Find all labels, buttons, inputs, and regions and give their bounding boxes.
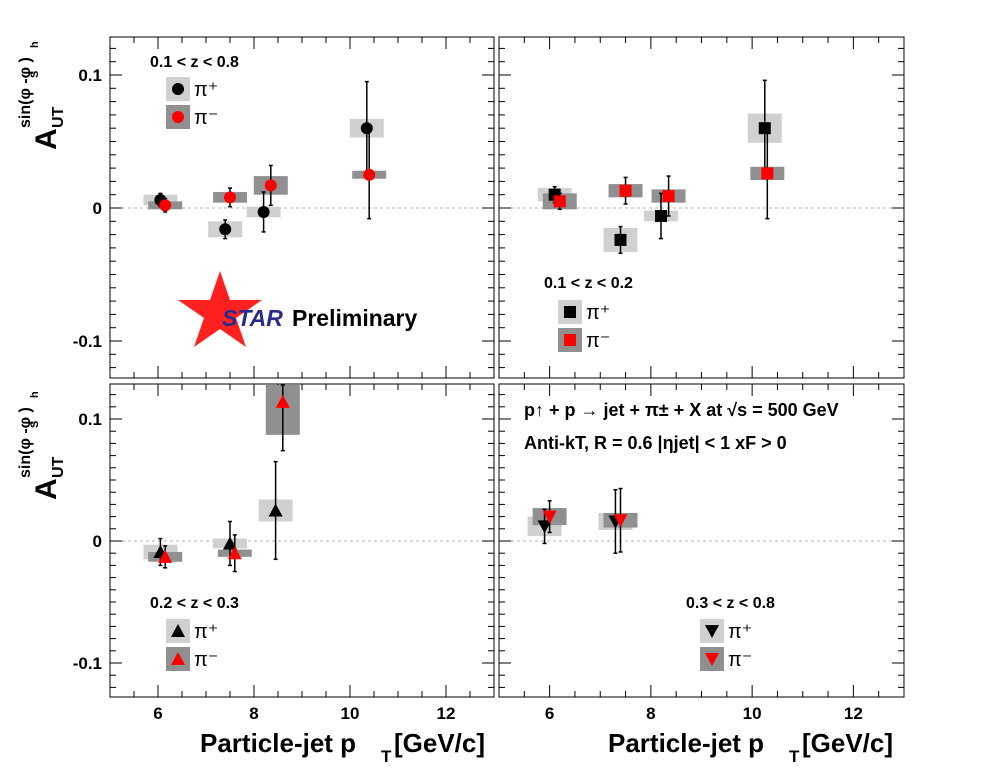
legend-pi-plus-label: π⁺	[586, 302, 610, 324]
y-axis-title-sup: sin(φ -φ )	[17, 57, 34, 128]
y-axis-title-main: A	[30, 478, 63, 500]
y-axis-title-sup-sub-h: h	[29, 41, 41, 48]
x-tick-label: 6	[153, 704, 162, 723]
panel-z-range-label: 0.1 < z < 0.2	[544, 275, 633, 292]
data-point-pi-plus	[268, 503, 283, 517]
data-point-pi-plus	[223, 536, 237, 550]
legend-pi-minus-label: π⁻	[728, 649, 752, 671]
red-star-icon	[178, 271, 262, 347]
legend-pi-minus-label: π⁻	[194, 107, 218, 129]
x-axis-title-left: Particle-jet p T [GeV/c]	[200, 728, 485, 766]
y-tick-label: 0	[93, 532, 102, 551]
legend-pi-plus-label: π⁺	[194, 79, 218, 101]
panel-z-range-label: 0.2 < z < 0.3	[150, 595, 239, 612]
data-point-pi-plus	[537, 520, 552, 534]
data-point-pi-minus	[662, 190, 675, 203]
data-point-pi-minus	[158, 549, 173, 563]
legend-pi-minus-marker	[564, 334, 576, 346]
x-tick-label: 10	[341, 704, 360, 723]
legend-pi-plus-marker	[172, 83, 184, 95]
star-preliminary-watermark: STAR Preliminary	[178, 271, 417, 347]
x-axis-title-main: Particle-jet p	[200, 728, 356, 758]
y-axis-title-main: A	[30, 128, 63, 150]
legend-pi-plus-marker	[564, 306, 576, 318]
legend-pi-minus-label: π⁻	[586, 330, 610, 352]
x-tick-label: 12	[437, 704, 456, 723]
legend-pi-plus-label: π⁺	[728, 621, 752, 643]
y-tick-label: 0	[93, 199, 102, 218]
data-point-pi-minus	[761, 167, 774, 180]
legend-pi-minus-label: π⁻	[194, 649, 218, 671]
x-tick-label: 8	[646, 704, 655, 723]
x-tick-label: 12	[844, 704, 863, 723]
x-axis-title-sub: T	[381, 747, 392, 766]
data-point-pi-minus	[619, 184, 632, 197]
y-tick-label: 0.1	[78, 66, 102, 85]
legend-pi-minus-marker	[171, 652, 185, 665]
y-axis-title-top: A UT sin(φ -φ ) S h	[17, 41, 67, 150]
data-point-pi-minus	[542, 510, 557, 524]
data-point-pi-minus	[363, 168, 376, 181]
data-point-pi-plus	[219, 223, 232, 236]
star-logo-text: STAR	[222, 305, 283, 331]
info-box: p↑ + p → jet + π± + X at √s = 500 GeV An…	[524, 400, 839, 453]
x-tick-label: 6	[545, 704, 554, 723]
legend-pi-plus-label: π⁺	[194, 621, 218, 643]
y-axis-title-sub: UT	[50, 456, 67, 478]
x-tick-label: 10	[743, 704, 762, 723]
plot-layer: 0.1 0 -0.1 0.1 < z < 0.8 π⁺ π⁻ 0.1 < z < 0.2 π⁺…	[73, 37, 904, 723]
y-tick-label: 0.1	[78, 410, 102, 429]
x-axis-title-unit: [GeV/c]	[394, 728, 485, 758]
x-axis-title-right: Particle-jet p T [GeV/c]	[608, 728, 893, 766]
y-axis-title-sup-sub-s: S	[29, 71, 41, 78]
info-line-1: p↑ + p → jet + π± + X at √s = 500 GeV	[524, 400, 839, 420]
preliminary-text: Preliminary	[292, 305, 417, 331]
data-point-pi-minus	[264, 179, 277, 192]
panel-z-range-label: 0.3 < z < 0.8	[686, 595, 775, 612]
data-point-pi-minus	[553, 195, 566, 208]
y-tick-label: -0.1	[73, 654, 102, 673]
y-axis-title-sup: sin(φ -φ )	[17, 407, 34, 478]
info-line-2: Anti-kT, R = 0.6 |ηjet| < 1 xF > 0	[524, 433, 787, 453]
data-point-pi-plus	[655, 209, 667, 222]
y-axis-title-sub: UT	[50, 106, 67, 128]
data-point-pi-minus	[227, 546, 242, 560]
x-tick-label: 8	[249, 704, 258, 723]
legend-pi-minus-marker	[705, 653, 719, 666]
x-axis-title-main: Particle-jet p	[608, 728, 764, 758]
data-point-pi-minus	[159, 199, 172, 212]
y-axis-title-bottom: A UT sin(φ -φ ) S h	[17, 391, 67, 500]
y-axis-title-sup-sub-s: S	[29, 421, 41, 428]
y-tick-label: -0.1	[73, 332, 102, 351]
data-point-pi-plus	[257, 205, 270, 218]
data-point-pi-minus	[224, 191, 236, 204]
y-axis-title-sup-sub-h: h	[29, 391, 41, 398]
data-point-pi-plus	[360, 122, 373, 135]
legend-pi-plus-marker	[171, 624, 185, 637]
data-point-pi-plus	[614, 233, 627, 246]
panel-z-range-label: 0.1 < z < 0.8	[150, 54, 239, 71]
legend-pi-minus-marker	[172, 111, 184, 123]
data-point-pi-minus	[275, 394, 290, 408]
x-axis-title-sub: T	[789, 747, 800, 766]
legend-pi-plus-marker	[705, 625, 719, 638]
x-axis-title-unit: [GeV/c]	[802, 728, 893, 758]
data-point-pi-minus	[613, 514, 628, 528]
